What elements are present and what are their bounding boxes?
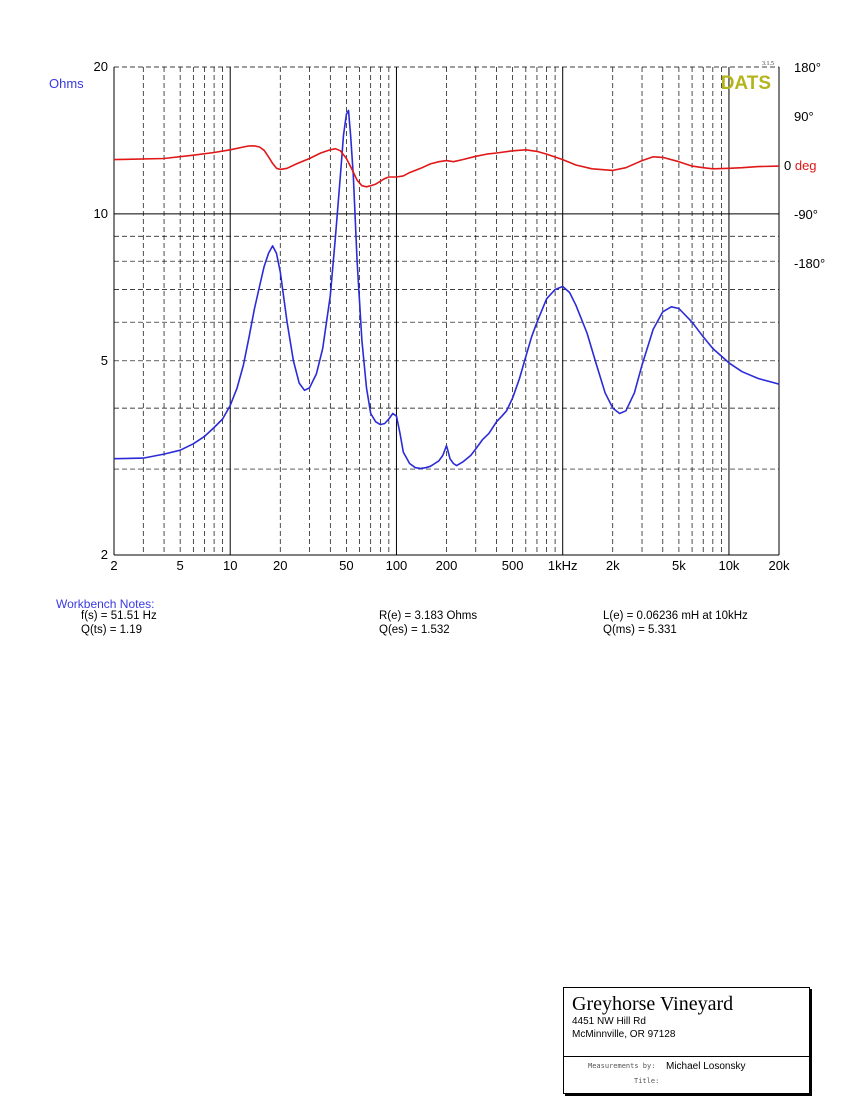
x-tick-label: 20k — [769, 558, 790, 573]
x-tick-label: 200 — [436, 558, 458, 573]
chart-grid — [114, 66, 779, 555]
chart-axes — [113, 67, 780, 556]
phase-tick-label: 180° — [794, 60, 821, 75]
chart-labels: 2 5 10 20 50 100 200 500 1kHz 2k 5k 10k 20k 2 5 10 20 Ohm… — [49, 59, 825, 573]
impedance-chart: 2 5 10 20 50 100 200 500 1kHz 2k 5k 10k 20k 2 5 10 20 Ohm… — [49, 59, 825, 573]
phase-tick-label: -180° — [794, 256, 825, 271]
address-line-1: 4451 NW Hill Rd — [572, 1016, 646, 1027]
dats-logo: DATS — [721, 73, 771, 94]
x-tick-label: 500 — [502, 558, 524, 573]
y-tick-label: 10 — [94, 206, 108, 221]
phase-line — [113, 145, 780, 188]
x-tick-label: 2k — [606, 558, 620, 573]
measurements-label: Measurements by: — [588, 1062, 656, 1070]
note-qts: Q(ts) = 1.19 — [81, 624, 143, 636]
x-tick-label: 2 — [110, 558, 117, 573]
impedance-line — [113, 109, 780, 470]
y-axis-label-ohms: Ohms — [49, 76, 84, 91]
y-tick-label: 2 — [101, 547, 108, 562]
address-line-2: McMinnville, OR 97128 — [572, 1029, 676, 1040]
x-tick-label: 100 — [386, 558, 408, 573]
x-tick-label: 5 — [177, 558, 184, 573]
y-tick-label: 20 — [94, 59, 108, 74]
note-qms: Q(ms) = 5.331 — [603, 624, 677, 636]
x-tick-label: 50 — [339, 558, 353, 573]
company-name: Greyhorse Vineyard — [572, 993, 734, 1015]
y-tick-label: 5 — [101, 353, 108, 368]
version-label: 3.1.5 — [762, 61, 774, 67]
x-tick-label: 5k — [672, 558, 686, 573]
phase-tick-label: 90° — [794, 109, 814, 124]
workbench-notes-title: Workbench Notes: — [56, 597, 155, 611]
title-block-divider — [564, 1056, 809, 1057]
phase-tick-label: 0 deg — [784, 158, 817, 173]
workbench-notes: Workbench Notes: f(s) = 51.51 Hz Q(ts) =… — [56, 597, 816, 642]
note-re: R(e) = 3.183 Ohms — [379, 610, 478, 622]
x-tick-label: 1kHz — [548, 558, 578, 573]
measurements-value: Michael Losonsky — [666, 1061, 746, 1072]
note-qes: Q(es) = 1.532 — [379, 624, 450, 636]
title-block: Greyhorse Vineyard 4451 NW Hill Rd McMin… — [563, 987, 810, 1094]
x-tick-label: 10k — [718, 558, 739, 573]
chart-series — [113, 109, 780, 470]
x-tick-label: 10 — [223, 558, 237, 573]
note-le: L(e) = 0.06236 mH at 10kHz — [603, 610, 748, 622]
note-fs: f(s) = 51.51 Hz — [81, 610, 157, 622]
x-tick-label: 20 — [273, 558, 287, 573]
title-label: Title: — [634, 1077, 660, 1085]
phase-tick-label: -90° — [794, 207, 818, 222]
